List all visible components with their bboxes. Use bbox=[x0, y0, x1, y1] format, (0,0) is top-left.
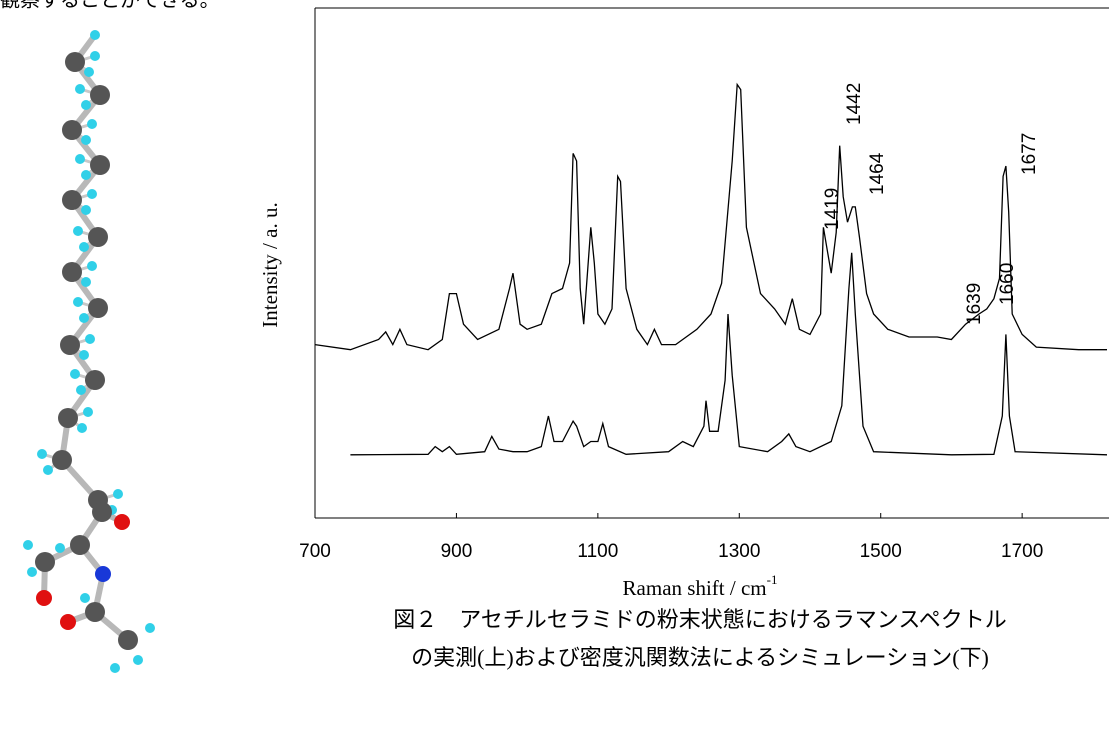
hydrogen bbox=[23, 540, 33, 550]
spectrum-line bbox=[350, 253, 1107, 455]
hydrogen bbox=[113, 489, 123, 499]
x-axis-label-text: Raman shift / cm bbox=[623, 576, 767, 600]
spectrum-line bbox=[315, 85, 1107, 350]
carbon bbox=[92, 502, 112, 522]
hydrogen bbox=[81, 135, 91, 145]
oxygen bbox=[114, 514, 130, 530]
x-tick-label: 1500 bbox=[860, 541, 902, 562]
peak-label: 1419 bbox=[822, 188, 843, 230]
hydrogen bbox=[80, 593, 90, 603]
caption-line: 図２ アセチルセラミドの粉末状態におけるラマンスペクトル bbox=[393, 607, 1007, 632]
x-tick-label: 1300 bbox=[718, 541, 760, 562]
hydrogen bbox=[75, 84, 85, 94]
peak-label: 1442 bbox=[844, 83, 865, 125]
x-axis-label: Raman shift / cm-1 bbox=[623, 572, 778, 600]
carbon bbox=[62, 190, 82, 210]
carbon bbox=[88, 227, 108, 247]
hydrogen bbox=[75, 154, 85, 164]
carbon bbox=[118, 630, 138, 650]
molecule bbox=[23, 30, 155, 673]
hydrogen bbox=[90, 51, 100, 61]
hydrogen bbox=[81, 100, 91, 110]
hydrogen bbox=[79, 242, 89, 252]
hydrogen bbox=[79, 350, 89, 360]
hydrogen bbox=[81, 170, 91, 180]
hydrogen bbox=[79, 313, 89, 323]
hydrogen bbox=[77, 423, 87, 433]
carbon bbox=[85, 370, 105, 390]
oxygen bbox=[36, 590, 52, 606]
x-tick-label: 1100 bbox=[577, 541, 618, 562]
nitrogen bbox=[95, 566, 111, 582]
figure: 観察することができる。 Intensity / a. u. Raman shif… bbox=[0, 0, 1109, 743]
x-axis-label-sup: -1 bbox=[767, 572, 778, 587]
caption-line: の実測(上)および密度汎関数法によるシミュレーション(下) bbox=[411, 645, 989, 670]
carbon bbox=[35, 552, 55, 572]
carbon bbox=[88, 298, 108, 318]
hydrogen bbox=[81, 277, 91, 287]
hydrogen bbox=[83, 407, 93, 417]
carbon bbox=[62, 262, 82, 282]
hydrogen bbox=[84, 67, 94, 77]
x-tick-label: 1700 bbox=[1001, 541, 1043, 562]
peak-label: 1677 bbox=[1019, 133, 1040, 175]
hydrogen bbox=[81, 205, 91, 215]
hydrogen bbox=[27, 567, 37, 577]
carbon bbox=[52, 450, 72, 470]
carbon bbox=[60, 335, 80, 355]
hydrogen bbox=[90, 30, 100, 40]
carbon bbox=[90, 155, 110, 175]
hydrogen bbox=[87, 189, 97, 199]
carbon bbox=[85, 602, 105, 622]
x-tick-label: 700 bbox=[299, 541, 331, 562]
hydrogen bbox=[43, 465, 53, 475]
hydrogen bbox=[73, 226, 83, 236]
hydrogen bbox=[133, 655, 143, 665]
oxygen bbox=[60, 614, 76, 630]
carbon bbox=[62, 120, 82, 140]
hydrogen bbox=[110, 663, 120, 673]
peak-label: 1660 bbox=[997, 263, 1018, 305]
peak-label: 1639 bbox=[964, 283, 985, 325]
carbon bbox=[70, 535, 90, 555]
carbon bbox=[65, 52, 85, 72]
top-text: 観察することができる。 bbox=[0, 0, 220, 12]
hydrogen bbox=[55, 543, 65, 553]
hydrogen bbox=[87, 261, 97, 271]
y-axis-label: Intensity / a. u. bbox=[258, 202, 282, 327]
hydrogen bbox=[87, 119, 97, 129]
hydrogen bbox=[37, 449, 47, 459]
hydrogen bbox=[70, 369, 80, 379]
hydrogen bbox=[145, 623, 155, 633]
hydrogen bbox=[76, 385, 86, 395]
page: 観察することができる。 Intensity / a. u. Raman shif… bbox=[0, 0, 1109, 743]
carbon bbox=[58, 408, 78, 428]
hydrogen bbox=[73, 297, 83, 307]
carbon bbox=[90, 85, 110, 105]
hydrogen bbox=[85, 334, 95, 344]
x-tick-label: 900 bbox=[441, 541, 473, 562]
peak-label: 1464 bbox=[867, 152, 888, 195]
